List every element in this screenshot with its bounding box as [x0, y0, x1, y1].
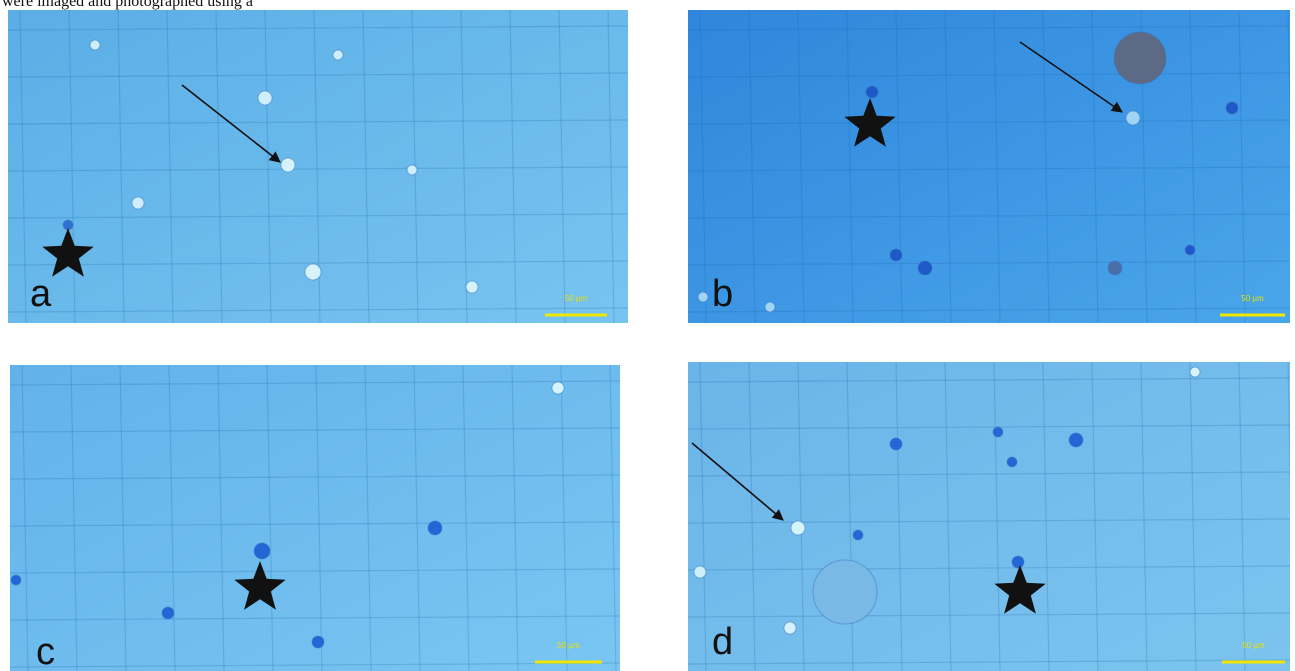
cell	[281, 158, 295, 172]
figure: were imaged and photographed using a a 50…	[0, 0, 1295, 671]
cell	[11, 575, 21, 585]
cell	[765, 302, 775, 312]
scale-bar-label: 50 µm	[557, 641, 580, 650]
panel-label: d	[712, 621, 733, 663]
cell	[1226, 102, 1238, 114]
cell	[254, 543, 270, 559]
cell	[428, 521, 442, 535]
cell	[1069, 433, 1083, 447]
cell	[791, 521, 805, 535]
cell	[258, 91, 272, 105]
panel-label: a	[30, 273, 52, 315]
cell	[866, 86, 878, 98]
micrograph	[688, 10, 1290, 323]
scale-bar-label: 50 µm	[1241, 294, 1264, 303]
cell	[853, 530, 863, 540]
cell	[890, 249, 902, 261]
cell	[1126, 111, 1140, 125]
cell	[993, 427, 1003, 437]
cell	[333, 50, 343, 60]
cell	[312, 636, 324, 648]
cell	[407, 165, 417, 175]
cell	[132, 197, 144, 209]
cell	[90, 40, 100, 50]
panel: b 50 µm	[688, 10, 1294, 323]
cell	[890, 438, 902, 450]
cell	[813, 560, 877, 624]
cell	[694, 566, 706, 578]
cell	[1190, 367, 1200, 377]
cell	[784, 622, 796, 634]
scale-bar-label: 50 µm	[1242, 641, 1265, 650]
cell	[1007, 457, 1017, 467]
cell	[552, 382, 564, 394]
cell	[698, 292, 708, 302]
micrograph	[10, 365, 620, 671]
cell	[466, 281, 478, 293]
panel-label: b	[712, 273, 733, 315]
cell	[162, 607, 174, 619]
panel: a 50 µm	[8, 10, 628, 323]
caption-fragment: were imaged and photographed using a	[2, 0, 253, 10]
panel-label: c	[36, 631, 55, 671]
cell	[1108, 261, 1122, 275]
cell	[1114, 32, 1166, 84]
cell	[1185, 245, 1195, 255]
cell	[305, 264, 321, 280]
panel: d 50 µm	[688, 362, 1294, 671]
panel: c 50 µm	[10, 365, 620, 671]
cell	[918, 261, 932, 275]
scale-bar-label: 50 µm	[565, 294, 588, 303]
cell	[1012, 556, 1024, 568]
